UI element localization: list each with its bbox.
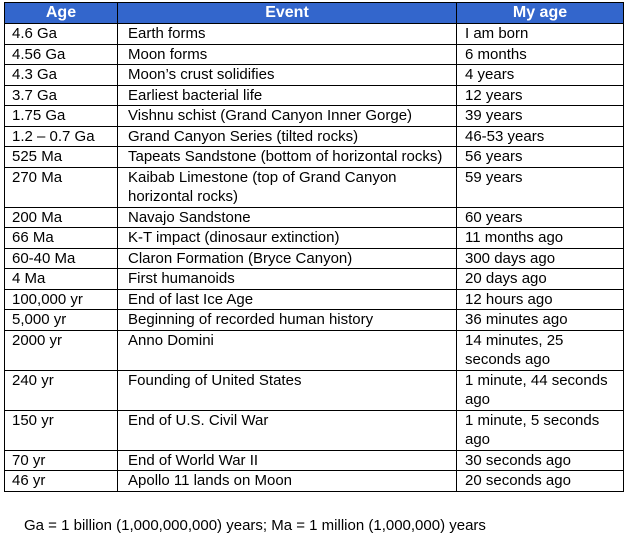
event-cell: Moon forms <box>117 43 457 65</box>
my-age-cell: 36 minutes ago <box>456 309 624 331</box>
age-cell: 4.3 Ga <box>4 64 118 86</box>
table-row: 4.56 Ga Moon forms 6 months <box>4 43 624 65</box>
my-age-cell: 30 seconds ago <box>456 449 624 471</box>
age-cell: 1.2 – 0.7 Ga <box>4 125 118 147</box>
age-cell: 4 Ma <box>4 268 118 290</box>
age-cell: 66 Ma <box>4 227 118 249</box>
table-row: 5,000 yr Beginning of recorded human hist… <box>4 309 624 331</box>
table-row: 240 yr Founding of United States 1 minute,… <box>4 369 624 411</box>
table-row: 46 yr Apollo 11 lands on Moon 20 seconds a… <box>4 470 624 492</box>
my-age-cell: 20 days ago <box>456 268 624 290</box>
age-cell: 100,000 yr <box>4 288 118 310</box>
table-row: 66 Ma K-T impact (dinosaur extinction) 11 … <box>4 227 624 249</box>
my-age-cell: 11 months ago <box>456 227 624 249</box>
event-cell: Moon’s crust solidifies <box>117 64 457 86</box>
my-age-cell: 56 years <box>456 146 624 168</box>
my-age-cell: I am born <box>456 23 624 45</box>
event-cell: Kaibab Limestone (top of Grand Canyon ho… <box>117 166 457 208</box>
my-age-cell: 300 days ago <box>456 247 624 269</box>
table-row: 525 Ma Tapeats Sandstone (bottom of horiz… <box>4 146 624 168</box>
event-cell: Founding of United States <box>117 369 457 411</box>
event-cell: First humanoids <box>117 268 457 290</box>
event-cell: End of last Ice Age <box>117 288 457 310</box>
event-cell: Claron Formation (Bryce Canyon) <box>117 247 457 269</box>
age-cell: 4.6 Ga <box>4 23 118 45</box>
age-cell: 150 yr <box>4 409 118 451</box>
table-row: 60-40 Ma Claron Formation (Bryce Canyon) 3… <box>4 247 624 269</box>
table-row: 150 yr End of U.S. Civil War 1 minute, 5 s… <box>4 409 624 451</box>
age-cell: 1.75 Ga <box>4 105 118 127</box>
age-cell: 60-40 Ma <box>4 247 118 269</box>
my-age-cell: 39 years <box>456 105 624 127</box>
event-cell: Vishnu schist (Grand Canyon Inner Gorge) <box>117 105 457 127</box>
age-cell: 5,000 yr <box>4 309 118 331</box>
age-cell: 3.7 Ga <box>4 84 118 106</box>
table-row: 70 yr End of World War II 30 seconds ago <box>4 449 624 471</box>
footnote: Ga = 1 billion (1,000,000,000) years; Ma… <box>24 517 486 534</box>
my-age-cell: 14 minutes, 25 seconds ago <box>456 329 624 371</box>
age-cell: 4.56 Ga <box>4 43 118 65</box>
event-cell: Beginning of recorded human history <box>117 309 457 331</box>
event-cell: End of World War II <box>117 449 457 471</box>
my-age-cell: 46-53 years <box>456 125 624 147</box>
event-cell: Earliest bacterial life <box>117 84 457 106</box>
table-header-row: Age Event My age <box>4 2 624 24</box>
table-row: 200 Ma Navajo Sandstone 60 years <box>4 206 624 228</box>
my-age-cell: 12 years <box>456 84 624 106</box>
event-cell: Navajo Sandstone <box>117 206 457 228</box>
my-age-cell: 59 years <box>456 166 624 208</box>
table-row: 4 Ma First humanoids 20 days ago <box>4 268 624 290</box>
event-cell: Earth forms <box>117 23 457 45</box>
age-cell: 270 Ma <box>4 166 118 208</box>
event-cell: End of U.S. Civil War <box>117 409 457 451</box>
table-row: 1.2 – 0.7 Ga Grand Canyon Series (tilted … <box>4 125 624 147</box>
my-age-cell: 60 years <box>456 206 624 228</box>
event-cell: K-T impact (dinosaur extinction) <box>117 227 457 249</box>
table-body: 4.6 Ga Earth forms I am born 4.56 Ga Moon fo… <box>4 23 624 492</box>
age-cell: 2000 yr <box>4 329 118 371</box>
table-row: 2000 yr Anno Domini 14 minutes, 25 seconds… <box>4 329 624 371</box>
table-row: 1.75 Ga Vishnu schist (Grand Canyon Inner… <box>4 105 624 127</box>
table-row: 270 Ma Kaibab Limestone (top of Grand Can… <box>4 166 624 208</box>
column-header-my-age: My age <box>456 2 624 24</box>
age-cell: 200 Ma <box>4 206 118 228</box>
column-header-age: Age <box>4 2 118 24</box>
age-cell: 70 yr <box>4 449 118 471</box>
age-cell: 525 Ma <box>4 146 118 168</box>
table-row: 100,000 yr End of last Ice Age 12 hours ag… <box>4 288 624 310</box>
my-age-cell: 1 minute, 5 seconds ago <box>456 409 624 451</box>
table-row: 4.3 Ga Moon’s crust solidifies 4 years <box>4 64 624 86</box>
my-age-cell: 4 years <box>456 64 624 86</box>
my-age-cell: 20 seconds ago <box>456 470 624 492</box>
event-cell: Grand Canyon Series (tilted rocks) <box>117 125 457 147</box>
event-cell: Apollo 11 lands on Moon <box>117 470 457 492</box>
event-cell: Anno Domini <box>117 329 457 371</box>
my-age-cell: 6 months <box>456 43 624 65</box>
my-age-cell: 12 hours ago <box>456 288 624 310</box>
column-header-event: Event <box>117 2 457 24</box>
event-cell: Tapeats Sandstone (bottom of horizontal … <box>117 146 457 168</box>
my-age-cell: 1 minute, 44 seconds ago <box>456 369 624 411</box>
age-cell: 46 yr <box>4 470 118 492</box>
table-row: 4.6 Ga Earth forms I am born <box>4 23 624 45</box>
timeline-table: Age Event My age 4.6 Ga Earth forms I am b… <box>4 2 624 492</box>
table-row: 3.7 Ga Earliest bacterial life 12 years <box>4 84 624 106</box>
age-cell: 240 yr <box>4 369 118 411</box>
